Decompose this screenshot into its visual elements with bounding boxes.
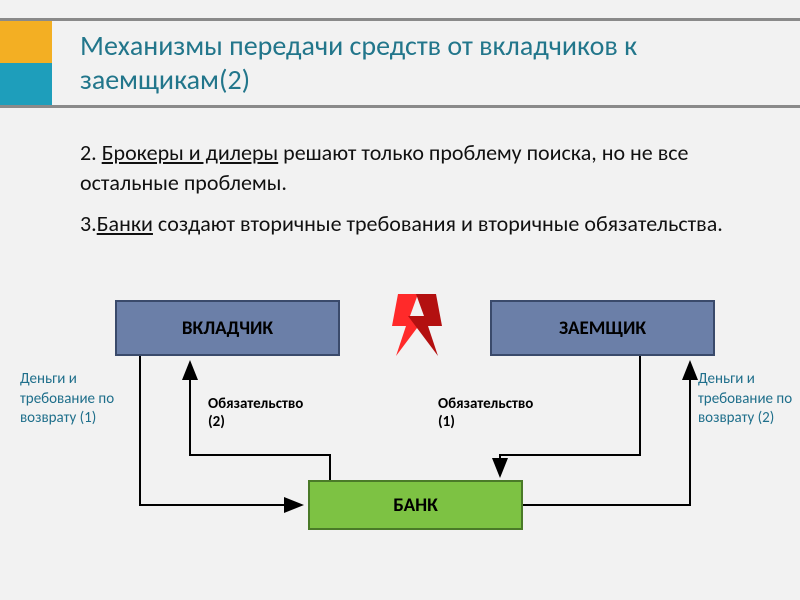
oblig-left-l1: Обязательство (208, 395, 303, 413)
oblig-left-l2: (2) (208, 413, 225, 431)
p2-rest: создают вторичные требования и вторичные… (153, 210, 723, 237)
slide-title: Механизмы передачи средств от вкладчиков… (80, 29, 800, 96)
lightning-icon (392, 294, 442, 356)
p1-num: 2. (80, 139, 102, 166)
obligation-label-left: Обязательство (2) (208, 395, 338, 431)
p2-underline: Банки (97, 210, 153, 237)
paragraph-1: 2. Брокеры и дилеры решают только пробле… (80, 138, 755, 197)
side-label-right: Деньги и требование по возврату (2) (698, 370, 793, 429)
node-bank-label: БАНК (393, 494, 438, 517)
p1-underline: Брокеры и дилеры (102, 139, 278, 166)
accent-top (0, 21, 52, 63)
node-borrower: ЗАЕМЩИК (490, 300, 715, 356)
node-bank: БАНК (308, 480, 523, 530)
node-depositor: ВКЛАДЧИК (115, 300, 340, 356)
node-depositor-label: ВКЛАДЧИК (182, 317, 273, 340)
side-label-left: Деньги и требование по возврату (1) (20, 370, 115, 429)
oblig-right-l2: (1) (438, 413, 455, 431)
obligation-label-right: Обязательство (1) (438, 395, 568, 431)
title-accent (0, 18, 52, 108)
title-bar: Механизмы передачи средств от вкладчиков… (52, 18, 800, 108)
node-borrower-label: ЗАЕМЩИК (559, 317, 646, 340)
p2-num: 3. (80, 210, 97, 237)
body-text: 2. Брокеры и дилеры решают только пробле… (80, 138, 755, 251)
accent-bot (0, 63, 52, 105)
diagram: ВКЛАДЧИК ЗАЕМЩИК БАНК Деньги и требовани… (0, 300, 800, 580)
paragraph-2: 3.Банки создают вторичные требования и в… (80, 209, 755, 239)
oblig-right-l1: Обязательство (438, 395, 533, 413)
